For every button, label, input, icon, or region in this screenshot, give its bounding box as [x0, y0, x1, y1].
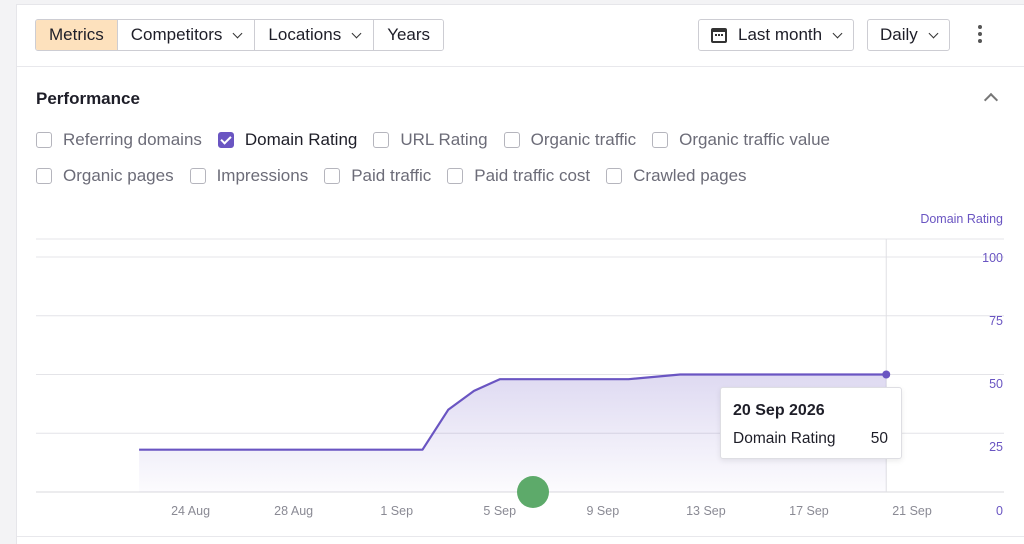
- divider: [17, 536, 1024, 537]
- checkbox-url-rating[interactable]: URL Rating: [373, 130, 488, 150]
- checkbox-impressions[interactable]: Impressions: [189, 166, 308, 186]
- checkbox-referring-domains[interactable]: Referring domains: [36, 130, 202, 150]
- y-axis-title: Domain Rating: [920, 212, 1003, 226]
- annotation-marker[interactable]: [517, 476, 549, 508]
- x-tick-label: 21 Sep: [892, 504, 932, 518]
- checkbox-paid-traffic-cost[interactable]: Paid traffic cost: [447, 166, 590, 186]
- tooltip-date: 20 Sep 2026: [733, 402, 825, 419]
- date-range-dropdown[interactable]: Last month: [698, 19, 855, 51]
- view-segmented-control: Metrics Competitors Locations Years: [35, 19, 445, 51]
- performance-card: Metrics Competitors Locations Years Last…: [16, 4, 1024, 544]
- series-point: [882, 370, 891, 379]
- granularity-dropdown[interactable]: Daily: [867, 19, 950, 51]
- panel-title: Performance: [36, 89, 140, 108]
- checkbox-organic-pages[interactable]: Organic pages: [36, 166, 174, 186]
- series-area: [139, 374, 887, 492]
- series-line-domain-rating: [139, 373, 887, 451]
- tab-locations[interactable]: Locations: [255, 20, 375, 50]
- x-tick-label: 13 Sep: [686, 504, 726, 518]
- tooltip-label: Domain Rating: [733, 430, 836, 447]
- checkbox-crawled-pages[interactable]: Crawled pages: [606, 166, 747, 186]
- checkbox-domain-rating[interactable]: Domain Rating: [217, 130, 357, 150]
- x-tick-label: 1 Sep: [380, 504, 413, 518]
- domain-rating-chart[interactable]: 100 75 50 25 0 24 Aug 28 Aug 1 Sep 5 Sep 9 Sep 13 …: [17, 5, 1024, 544]
- x-tick-label: 5 Sep: [483, 504, 516, 518]
- toolbar: Metrics Competitors Locations Years Last…: [17, 5, 1024, 67]
- y-tick-label: 100: [982, 251, 1003, 265]
- x-tick-label: 24 Aug: [171, 504, 210, 518]
- checkbox-organic-traffic[interactable]: Organic traffic: [503, 130, 636, 150]
- metrics-row-2: Organic pages Impressions Paid traffic P…: [36, 166, 763, 186]
- y-tick-label: 25: [989, 440, 1003, 454]
- tooltip-value: 50: [870, 430, 888, 447]
- y-tick-label: 75: [989, 314, 1003, 328]
- chart-tooltip: 20 Sep 2026 Domain Rating 50: [720, 387, 902, 459]
- metrics-row-1: Referring domains Domain Rating URL Rati…: [36, 130, 846, 150]
- x-tick-label: 9 Sep: [586, 504, 619, 518]
- x-tick-label: 28 Aug: [274, 504, 313, 518]
- tab-years[interactable]: Years: [374, 20, 444, 50]
- y-tick-label: 50: [989, 377, 1003, 391]
- checkmark-icon: [217, 132, 234, 148]
- checkbox-paid-traffic[interactable]: Paid traffic: [324, 166, 431, 186]
- y-tick-label: 0: [996, 504, 1003, 518]
- more-options-icon[interactable]: [974, 25, 986, 47]
- tab-competitors[interactable]: Competitors: [117, 20, 256, 50]
- tab-metrics[interactable]: Metrics: [36, 20, 118, 50]
- calendar-icon: [711, 27, 727, 43]
- x-tick-label: 17 Sep: [789, 504, 829, 518]
- checkbox-organic-traffic-value[interactable]: Organic traffic value: [652, 130, 830, 150]
